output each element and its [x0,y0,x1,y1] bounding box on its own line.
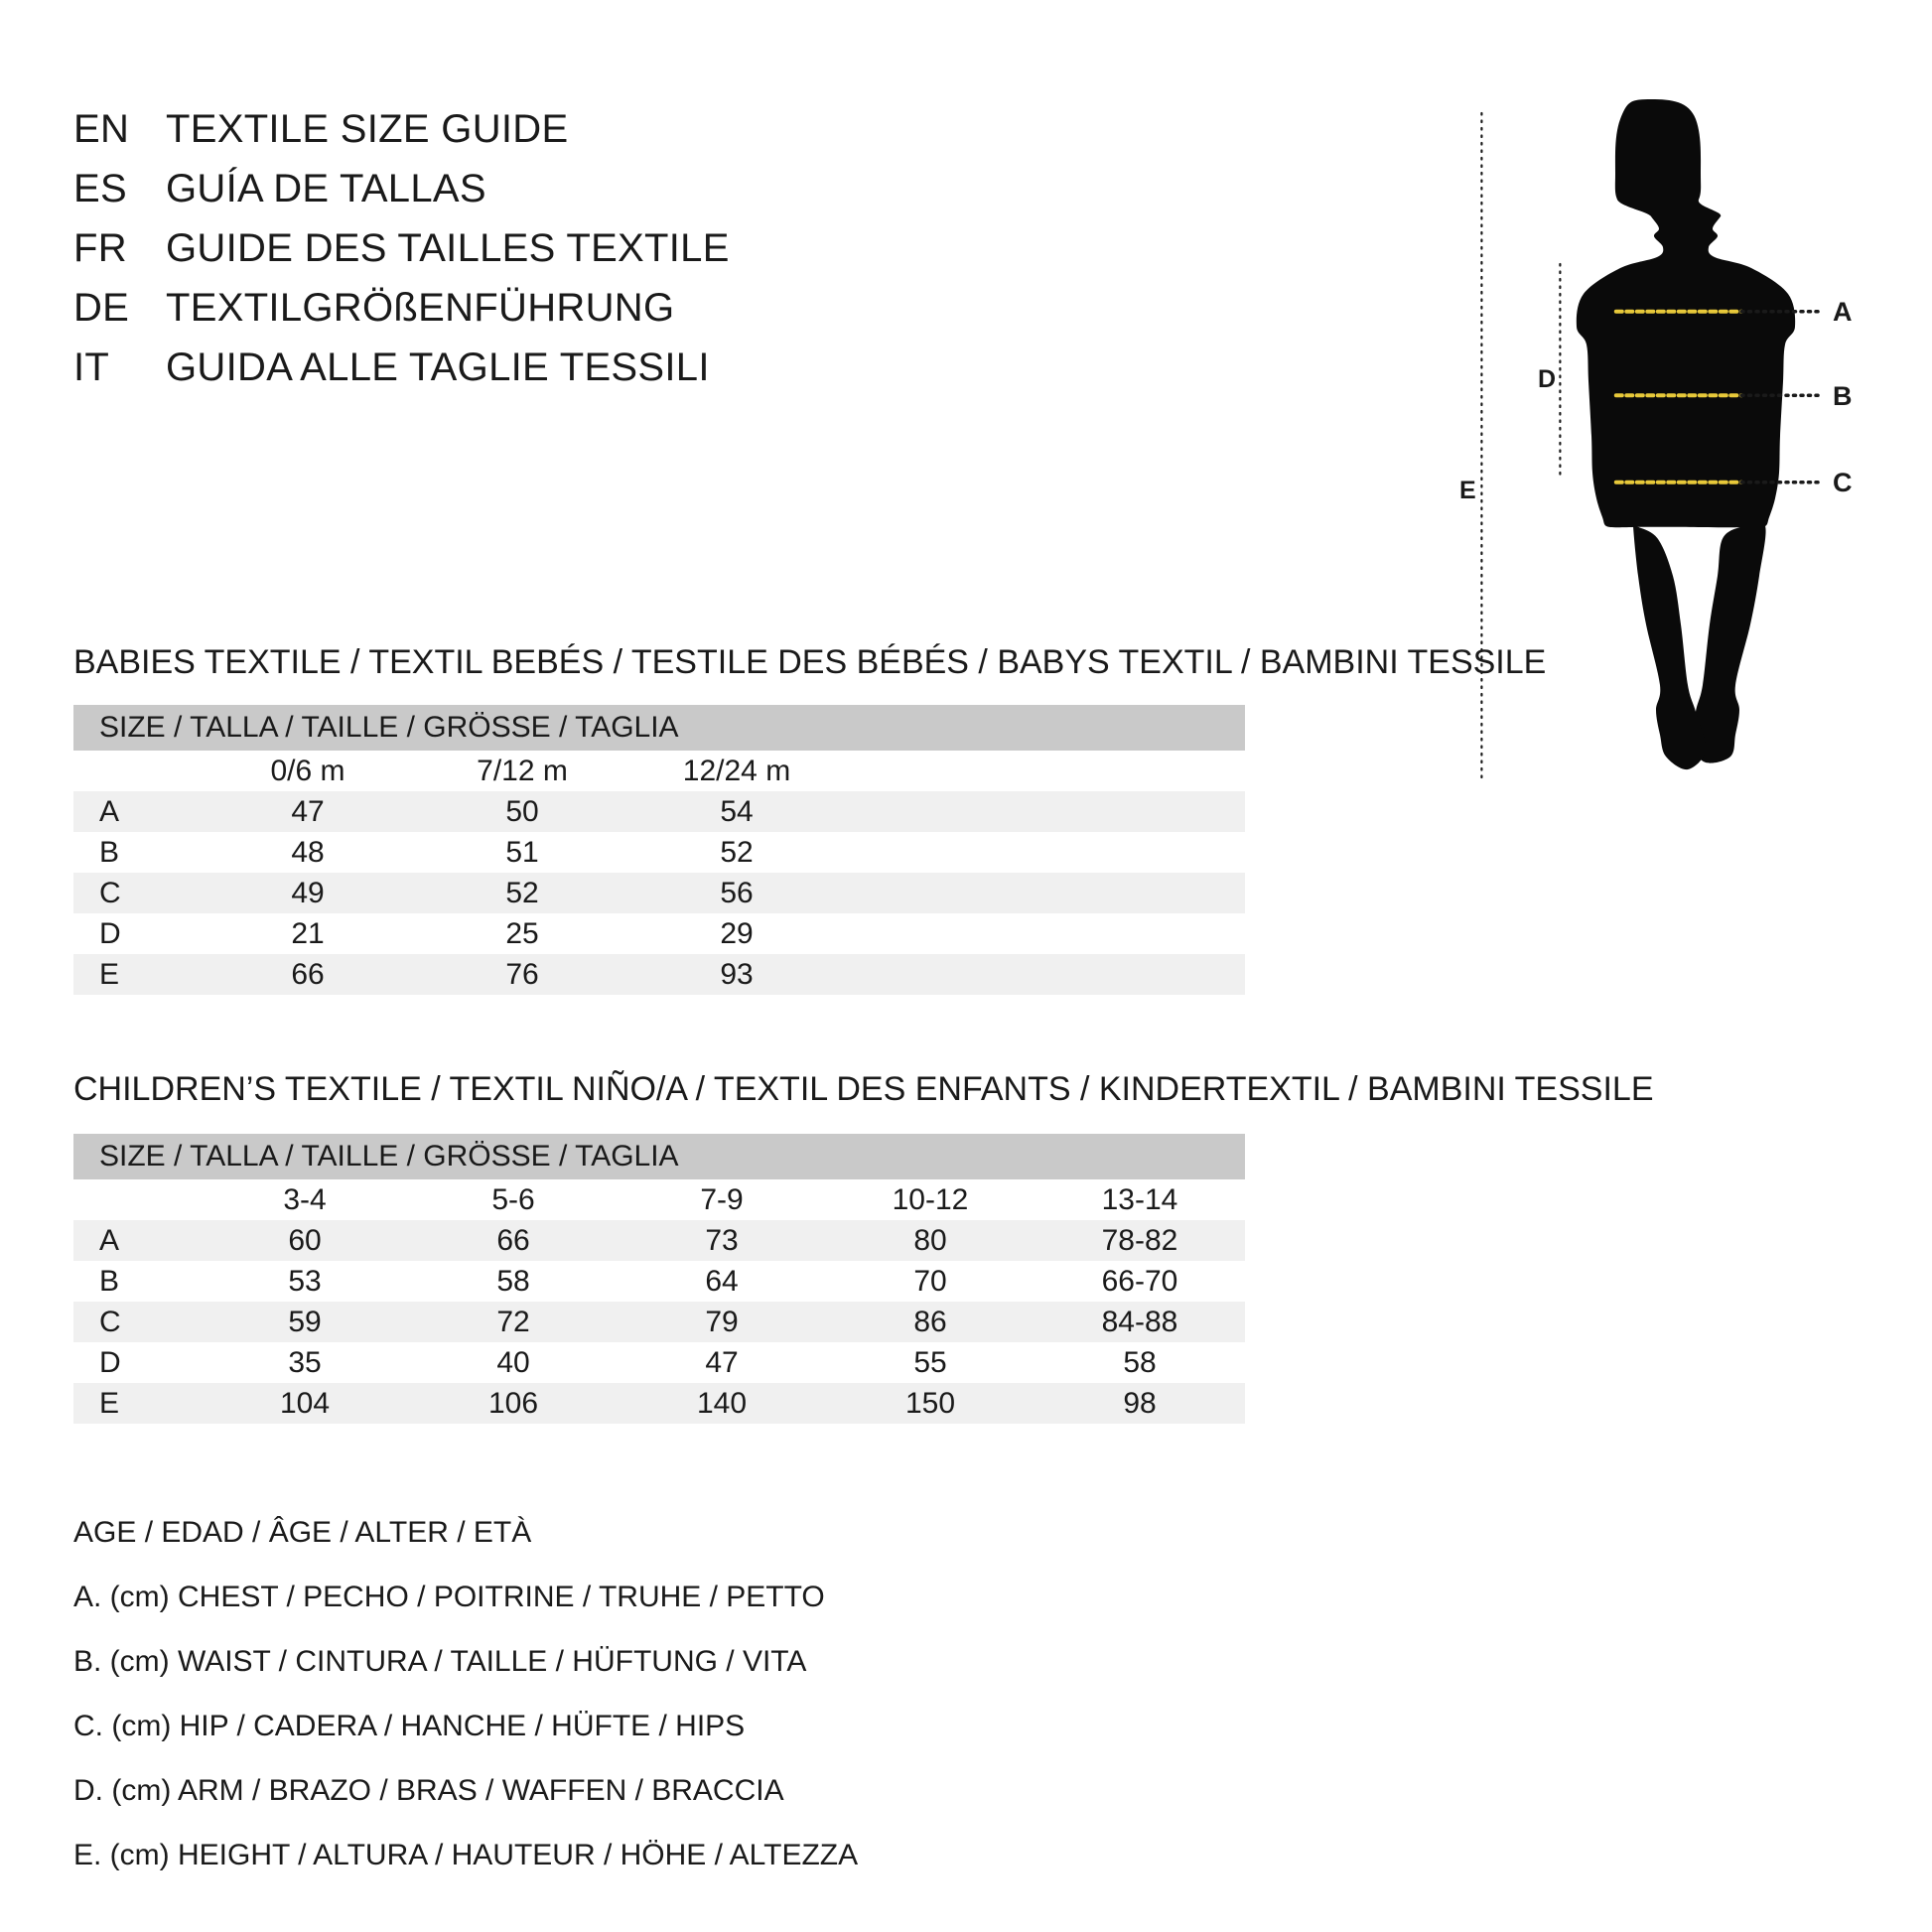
svg-text:C: C [1833,468,1853,497]
svg-text:B: B [1833,381,1853,411]
svg-text:D: D [1538,365,1556,393]
svg-text:E: E [1459,477,1476,504]
svg-text:A: A [1833,297,1853,327]
